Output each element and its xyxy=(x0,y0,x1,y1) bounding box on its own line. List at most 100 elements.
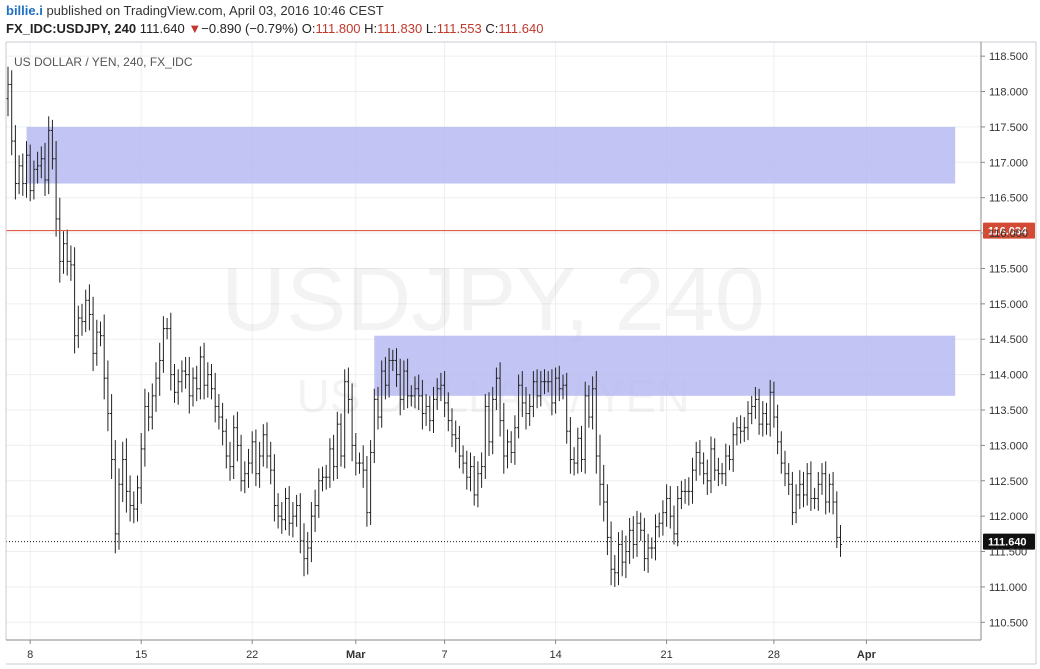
ohlc-bar xyxy=(202,342,206,400)
ohlc-bar xyxy=(494,367,498,410)
ohlc-bar xyxy=(258,441,262,488)
ohlc-bar xyxy=(838,525,843,557)
ohlc-bar xyxy=(132,491,136,524)
ohlc-bar xyxy=(17,155,21,195)
ohlc-bar xyxy=(87,284,91,331)
ohlc-bar xyxy=(465,450,469,490)
ohlc-bar xyxy=(605,484,609,556)
ohlc-bar xyxy=(139,433,143,504)
ohlc-bar xyxy=(676,486,680,547)
y-tick-label: 114.500 xyxy=(989,334,1028,346)
ohlc-bar xyxy=(679,480,683,510)
ohlc-bar xyxy=(520,371,524,418)
ohlc-bar xyxy=(661,500,665,536)
ohlc-bar xyxy=(690,457,695,504)
ohlc-bar xyxy=(191,367,195,407)
ohlc-bar xyxy=(546,371,550,393)
ohlc-bar xyxy=(409,385,413,407)
watermark-symbol: USDJPY, 240 xyxy=(221,250,765,350)
ohlc-bar xyxy=(357,452,362,474)
ohlc-bar xyxy=(524,387,528,430)
ohlc-bar xyxy=(302,523,306,577)
down-arrow-icon: ▼ xyxy=(188,21,202,36)
ohlc-bar xyxy=(698,440,702,476)
price-axis[interactable]: 118.500 118.000 117.500 117.000 116.500 116.0… xyxy=(981,51,1028,629)
ohlc-bar xyxy=(801,471,806,508)
ohlc-bar xyxy=(487,392,491,456)
ohlc-bar xyxy=(468,452,473,492)
ohlc-bar xyxy=(824,461,828,515)
ohlc-bar xyxy=(47,116,51,195)
y-tick-label: 117.000 xyxy=(989,157,1028,169)
ohlc-bar xyxy=(554,367,558,414)
ohlc-bar xyxy=(176,369,180,405)
ohlc-bar xyxy=(783,450,787,487)
ohlc-bar xyxy=(332,434,336,481)
series-title: US DOLLAR / YEN, 240, FX_IDC xyxy=(14,55,193,69)
ohlc-bar xyxy=(776,404,780,455)
ohlc-bar xyxy=(798,470,802,510)
ohlc-bar xyxy=(472,456,476,506)
ohlc-bar xyxy=(483,394,487,479)
ohlc-bar xyxy=(346,367,350,414)
ohlc-bar xyxy=(406,358,410,409)
last-price-badge xyxy=(983,533,1035,550)
ohlc-bar xyxy=(21,153,25,196)
ohlc-bar xyxy=(705,459,709,495)
ohlc-bar xyxy=(576,427,580,474)
ohlc-bar xyxy=(320,466,325,492)
ohlc-bar xyxy=(598,434,602,506)
ohlc-bar xyxy=(454,420,458,453)
ohlc-bar xyxy=(835,491,839,548)
last-price: 111.640 xyxy=(139,21,185,36)
ohlc-bar xyxy=(106,360,110,432)
ohlc-bar xyxy=(613,555,617,587)
ohlc-bar xyxy=(768,379,772,437)
ohlc-bar xyxy=(276,493,280,529)
ohlc-bar xyxy=(531,371,535,418)
ohlc-bar xyxy=(291,502,295,538)
time-axis[interactable]: 8 15 22 Mar 7 14 21 28 Apr xyxy=(27,640,877,661)
ohlc-bar xyxy=(265,422,269,469)
close-label: C: xyxy=(485,21,499,36)
x-tick-label: 22 xyxy=(246,649,258,661)
ohlc-bar xyxy=(195,365,199,402)
ohlc-bar xyxy=(431,387,436,433)
ohlc-bar xyxy=(110,394,114,479)
author-link[interactable]: billie.i xyxy=(6,3,43,18)
ohlc-bar xyxy=(609,521,613,586)
level-badge xyxy=(983,222,1035,239)
last-price-badge-label: 111.640 xyxy=(988,537,1027,549)
ohlc-bar xyxy=(343,369,347,469)
level-badge-label: 116.034 xyxy=(988,226,1028,238)
ohlc-bar xyxy=(450,408,454,448)
y-tick-label: 118.000 xyxy=(989,87,1028,99)
ohlc-bar xyxy=(269,441,273,485)
ohlc-bar xyxy=(54,141,58,237)
ohlc-bar xyxy=(43,142,47,196)
ohlc-bar xyxy=(653,514,658,561)
ohlc-bar xyxy=(820,463,824,495)
ohlc-bar xyxy=(727,445,732,471)
ohlc-bar xyxy=(335,411,339,479)
y-tick-label: 113.000 xyxy=(989,440,1028,452)
ohlc-bar xyxy=(457,425,461,469)
ohlc-bar xyxy=(309,502,313,563)
ohlc-bar xyxy=(306,532,310,575)
ohlc-bar xyxy=(753,387,757,419)
y-tick-label: 116.000 xyxy=(989,228,1028,240)
low-value: 111.553 xyxy=(436,21,482,36)
ohlc-bar xyxy=(80,303,84,336)
ohlc-bar xyxy=(228,441,232,481)
y-tick-label: 115.500 xyxy=(989,263,1028,275)
ohlc-bar xyxy=(772,381,776,428)
low-label: L: xyxy=(425,21,437,36)
ohlc-bar xyxy=(402,360,406,410)
ohlc-bar xyxy=(10,70,14,156)
y-tick-label: 113.500 xyxy=(989,405,1028,417)
ohlc-bar xyxy=(280,502,284,534)
ohlc-bar xyxy=(383,356,387,400)
ohlc-bar xyxy=(439,372,443,402)
ohlc-bar xyxy=(298,493,302,554)
